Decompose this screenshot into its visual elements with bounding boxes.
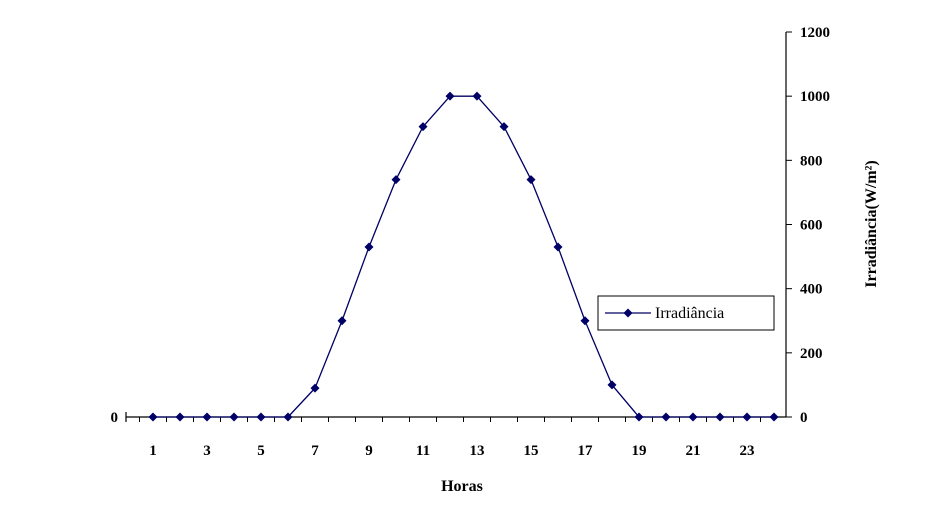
x-tick-label-17: 17 xyxy=(578,443,594,459)
data-point-hour-18 xyxy=(607,380,617,390)
y-axis-title: Irradiância(W/m²) xyxy=(863,160,880,287)
legend-label: Irradiância xyxy=(655,305,724,322)
x-tick-label-1: 1 xyxy=(149,443,157,459)
legend-marker xyxy=(623,308,633,318)
data-point-hour-20 xyxy=(661,412,671,422)
data-point-hour-4 xyxy=(229,412,239,422)
x-tick-label-13: 13 xyxy=(470,443,485,459)
data-point-hour-10 xyxy=(391,175,401,185)
data-point-hour-15 xyxy=(526,175,536,185)
y-tick-label-600: 600 xyxy=(800,218,823,234)
data-point-hour-11 xyxy=(418,122,428,132)
x-tick-label-21: 21 xyxy=(686,443,701,459)
data-point-hour-14 xyxy=(499,122,509,132)
data-point-hour-9 xyxy=(364,242,374,252)
x-axis-title: Horas xyxy=(441,478,483,495)
data-point-hour-1 xyxy=(148,412,158,422)
y-tick-label-800: 800 xyxy=(800,153,823,169)
data-point-hour-24 xyxy=(769,412,779,422)
legend: Irradiância xyxy=(597,295,775,331)
x-tick-label-3: 3 xyxy=(203,443,211,459)
x-tick-label-7: 7 xyxy=(311,443,319,459)
data-point-hour-8 xyxy=(337,316,347,326)
data-point-hour-23 xyxy=(742,412,752,422)
series-layer xyxy=(148,91,779,422)
chart-axes xyxy=(125,31,792,422)
y-tick-label-1000: 1000 xyxy=(800,89,830,105)
y-tick-label-400: 400 xyxy=(800,282,823,298)
x-tick-label-23: 23 xyxy=(740,443,755,459)
y-tick-label-200: 200 xyxy=(800,346,823,362)
series-line-0 xyxy=(153,95,774,418)
x-tick-label-15: 15 xyxy=(524,443,539,459)
y-tick-label-1200: 1200 xyxy=(800,25,830,41)
data-point-hour-16 xyxy=(553,242,563,252)
x-tick-label-5: 5 xyxy=(257,443,265,459)
data-point-hour-22 xyxy=(715,412,725,422)
x-tick-label-11: 11 xyxy=(416,443,430,459)
data-point-hour-12 xyxy=(445,91,455,101)
data-point-hour-6 xyxy=(283,412,293,422)
left-y-tick-label-0: 0 xyxy=(111,410,119,426)
data-point-hour-7 xyxy=(310,383,320,393)
data-point-hour-2 xyxy=(175,412,185,422)
y-tick-label-0: 0 xyxy=(800,410,808,426)
data-point-hour-21 xyxy=(688,412,698,422)
x-tick-label-9: 9 xyxy=(365,443,373,459)
data-point-hour-5 xyxy=(256,412,266,422)
tick-labels: 1 3 5 7 9 11 13 15 17 19 21 23020040060080010001200… xyxy=(111,25,831,459)
x-tick-label-19: 19 xyxy=(632,443,647,459)
data-point-hour-3 xyxy=(202,412,212,422)
data-point-hour-17 xyxy=(580,316,590,326)
data-point-hour-19 xyxy=(634,412,644,422)
data-point-hour-13 xyxy=(472,91,482,101)
